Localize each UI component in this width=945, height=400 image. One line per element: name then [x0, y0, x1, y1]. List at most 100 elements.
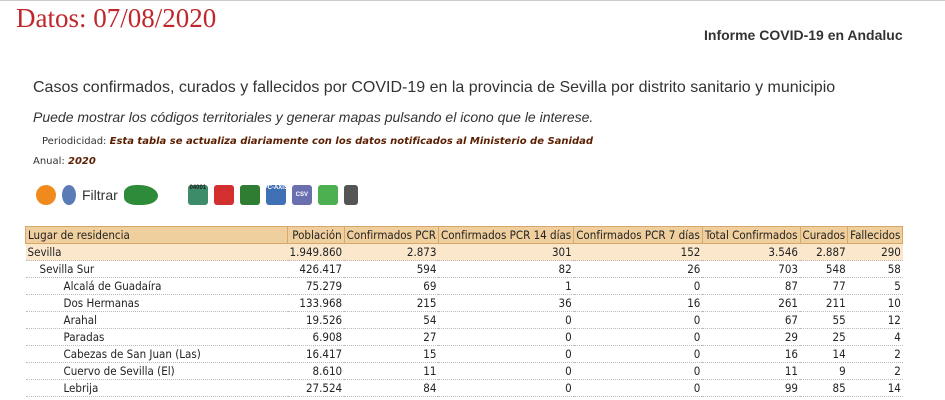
pcaxis-icon[interactable]: PC-AXIS [263, 185, 288, 205]
value-cell: 0 [573, 345, 703, 363]
value-cell: 4 [573, 396, 703, 400]
year: Anual: 2020 [33, 156, 96, 167]
value-cell: 5 [847, 277, 903, 295]
table-row: Sevilla 1.949.860 2.873 301 152 3.546 2.887 290 [25, 243, 903, 261]
value-cell: 75.279 [287, 277, 345, 295]
value-cell: 10 [847, 294, 903, 312]
value-cell: 0 [438, 379, 574, 397]
column-header: Lugar de residencia [25, 226, 288, 244]
value-cell: 17 [800, 396, 848, 400]
value-cell: 77 [800, 277, 848, 295]
value-cell: 4 [438, 396, 574, 400]
csv-icon[interactable]: CSV [291, 185, 312, 205]
value-cell: 2 [847, 362, 903, 380]
value-cell: 19.526 [287, 311, 345, 329]
value-cell: 703 [702, 260, 800, 278]
value-cell: 55 [800, 311, 848, 329]
value-cell: 133.968 [287, 294, 345, 312]
value-cell: 16 [702, 345, 800, 363]
value-cell: 38.354 [287, 396, 345, 400]
column-header: Confirmados PCR 14 días [437, 226, 575, 244]
value-cell: 0 [573, 328, 703, 346]
value: 2020 [67, 156, 96, 167]
value-cell: 27.524 [287, 379, 345, 397]
icon-label: PC-AXIS [263, 185, 288, 191]
value-cell: 2 [847, 345, 903, 363]
value-cell: 2.873 [344, 243, 439, 261]
toolbar: Filtrar 04001 PC-AXIS CSV [36, 181, 358, 209]
table-row: Paradas 6.908 27 0 0 29 25 4 [25, 328, 903, 346]
place-cell: Cuervo de Sevilla (El) [25, 362, 288, 380]
column-header: Fallecidos [847, 226, 904, 244]
value-cell: 0 [573, 311, 703, 329]
table-body: Sevilla 1.949.860 2.873 301 152 3.546 2.887 290… [25, 243, 903, 400]
table-row: Arahal 19.526 54 0 0 67 55 12 [25, 311, 903, 329]
value-cell: 67 [702, 311, 800, 329]
report-title[interactable]: Informe COVID-19 en Andaluc [704, 27, 903, 43]
value-cell: 12 [847, 311, 903, 329]
value-cell: 0 [573, 379, 703, 397]
codes-icon[interactable]: 04001 [187, 185, 208, 205]
value-cell: 54 [344, 311, 439, 329]
value-cell: 35 [702, 396, 800, 400]
value-cell: 0 [438, 328, 574, 346]
value-cell: 36 [438, 294, 574, 312]
column-header: Confirmados PCR [343, 226, 439, 244]
place-cell: Sevilla [25, 243, 288, 261]
map-icon[interactable] [123, 185, 158, 205]
value-cell: 11 [344, 362, 439, 380]
value-cell: 29 [702, 328, 800, 346]
value-cell: 14 [800, 345, 848, 363]
value-cell: 87 [702, 277, 800, 295]
value-cell: 69 [344, 277, 439, 295]
value-cell: 0 [573, 277, 703, 295]
value-cell: 6.908 [287, 328, 345, 346]
table-row: Lebrija 27.524 84 0 0 99 85 14 [25, 379, 903, 397]
value-cell: 82 [438, 260, 574, 278]
place-cell: Dos Hermanas [25, 294, 288, 312]
value-cell: 0 [573, 362, 703, 380]
value-cell: 152 [573, 243, 703, 261]
place-cell: Sevilla Sur [25, 260, 288, 278]
value-cell: 1.949.860 [287, 243, 345, 261]
value-cell: 9 [800, 362, 848, 380]
value-cell: 0 [438, 362, 574, 380]
place-cell: Alcalá de Guadaíra [25, 277, 288, 295]
place-cell: Palacios y Villafranca (Los) [25, 396, 288, 400]
label: Anual: [33, 156, 65, 167]
value-cell: 261 [702, 294, 800, 312]
value-cell: 0 [438, 345, 574, 363]
filter-button[interactable]: Filtrar [82, 187, 118, 203]
table-row: Cuervo de Sevilla (El) 8.610 11 0 0 11 9 2 [25, 362, 903, 380]
periodicity: Periodicidad: Esta tabla se actualiza di… [42, 136, 593, 147]
value-cell: 58 [847, 260, 903, 278]
hint: Puede mostrar los códigos territoriales … [33, 109, 594, 125]
header-row: Lugar de residencia Población Confirmados … [25, 226, 904, 244]
value-cell: 211 [800, 294, 848, 312]
value-cell: 15 [344, 345, 439, 363]
table-row: Sevilla Sur 426.417 594 82 26 703 548 58 [25, 260, 903, 278]
value-cell: 426.417 [287, 260, 345, 278]
info-icon[interactable] [36, 185, 56, 205]
place-cell: Lebrija [25, 379, 288, 397]
value-cell: 215 [344, 294, 439, 312]
value-cell: 84 [344, 379, 439, 397]
pdf-icon[interactable] [213, 185, 234, 205]
table-row: Dos Hermanas 133.968 215 36 16 261 211 10 [25, 294, 903, 312]
icon-label: CSV [295, 192, 308, 198]
value-cell: 99 [702, 379, 800, 397]
value-cell: 548 [800, 260, 848, 278]
exit-icon[interactable] [343, 185, 358, 205]
filter-icon[interactable] [62, 185, 76, 205]
value-cell: 26 [573, 260, 703, 278]
column-header: Total Confirmados [701, 226, 801, 244]
excel-icon[interactable] [239, 185, 260, 205]
save-icon[interactable] [317, 185, 338, 205]
table-row: Cabezas de San Juan (Las) 16.417 15 0 0 16 14 2 [25, 345, 903, 363]
value-cell: 16 [573, 294, 703, 312]
value-cell: 594 [344, 260, 439, 278]
column-header: Confirmados PCR 7 días [573, 226, 703, 244]
value-cell: 1 [438, 277, 574, 295]
